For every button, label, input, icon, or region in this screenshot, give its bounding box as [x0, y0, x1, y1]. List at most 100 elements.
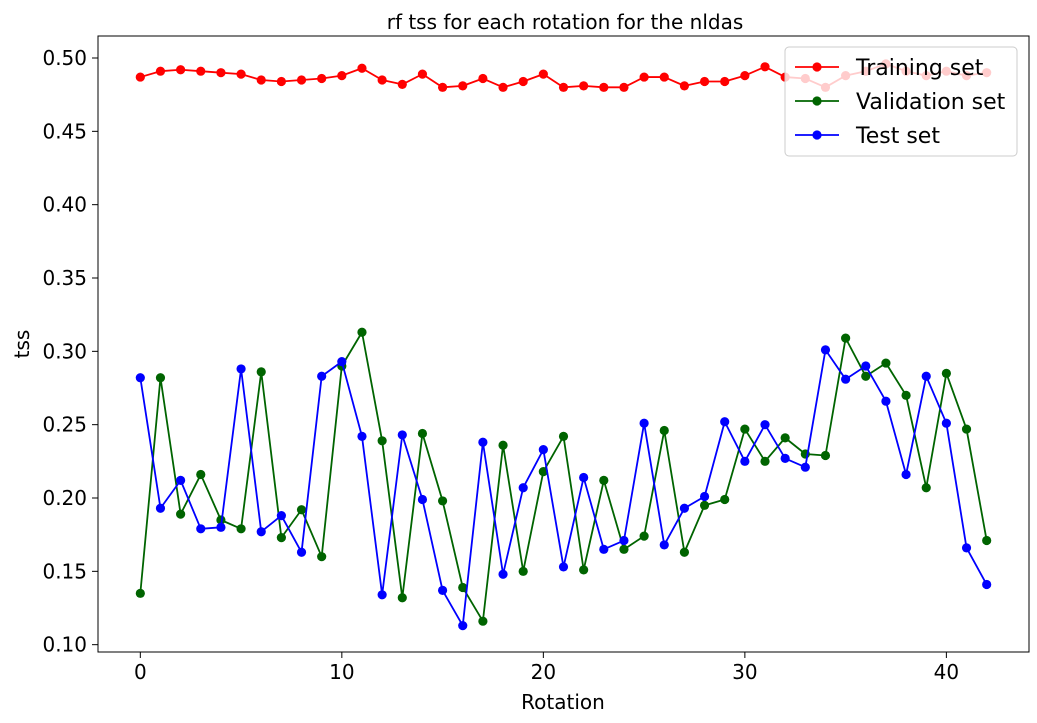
y-tick-label: 0.45 — [42, 119, 87, 143]
data-point-training-set — [498, 82, 508, 92]
series-test-set — [135, 345, 992, 631]
data-point-test-set — [800, 462, 810, 472]
data-point-validation-set — [458, 582, 468, 593]
data-point-training-set — [558, 82, 569, 92]
data-point-validation-set — [679, 547, 690, 557]
x-tick-label: 0 — [134, 660, 147, 684]
data-point-training-set — [699, 76, 710, 87]
data-point-validation-set — [619, 544, 629, 554]
data-point-validation-set — [155, 373, 166, 383]
data-point-training-set — [518, 76, 528, 87]
data-point-training-set — [196, 66, 206, 76]
data-point-validation-set — [861, 371, 871, 381]
data-point-training-set — [538, 69, 548, 79]
data-point-validation-set — [397, 593, 407, 603]
data-point-test-set — [498, 569, 508, 579]
data-point-validation-set — [599, 475, 609, 485]
data-point-test-set — [780, 453, 790, 463]
x-axis: 0 10 20 30 40 — [134, 652, 959, 684]
legend-box — [784, 46, 1018, 157]
legend-marker-test-set — [812, 130, 822, 140]
series-line-validation-set — [139, 331, 988, 623]
data-point-test-set — [921, 371, 931, 381]
data-point-validation-set — [377, 436, 387, 446]
data-point-validation-set — [437, 496, 448, 506]
legend-entry-training-set: Training set — [795, 56, 984, 81]
data-point-test-set — [679, 503, 690, 513]
y-tick-label: 0.10 — [42, 633, 87, 657]
x-axis-label: Rotation — [521, 690, 605, 714]
data-point-test-set — [518, 483, 528, 493]
chart-title: rf tss for each rotation for the nldas — [387, 10, 744, 34]
data-point-training-set — [599, 82, 609, 92]
data-point-validation-set — [841, 333, 851, 343]
data-point-training-set — [579, 81, 589, 91]
data-point-validation-set — [579, 565, 589, 575]
data-point-test-set — [639, 418, 649, 428]
data-point-test-set — [216, 522, 226, 532]
legend-label-validation-set: Validation set — [856, 90, 1006, 115]
legend-marker-training-set — [812, 62, 822, 72]
data-point-training-set — [317, 73, 327, 84]
data-point-test-set — [881, 396, 891, 406]
data-point-test-set — [337, 357, 347, 367]
data-point-validation-set — [216, 515, 226, 525]
data-point-training-set — [619, 82, 629, 92]
data-point-training-set — [740, 71, 750, 81]
data-point-training-set — [216, 68, 226, 78]
data-point-training-set — [437, 82, 448, 92]
data-point-test-set — [538, 445, 548, 455]
data-point-validation-set — [558, 431, 569, 441]
data-point-test-set — [699, 491, 710, 502]
data-point-training-set — [337, 71, 347, 81]
data-point-test-set — [740, 456, 750, 466]
data-point-test-set — [599, 544, 609, 554]
legend: Training set Validation set Test set — [784, 46, 1018, 157]
data-point-training-set — [276, 76, 286, 87]
legend-entry-test-set: Test set — [795, 124, 940, 149]
data-point-training-set — [458, 81, 468, 91]
data-point-validation-set — [357, 327, 367, 337]
data-point-validation-set — [659, 425, 669, 436]
y-axis: 0.10 0.15 0.20 0.25 0.30 0.35 0.40 0.45 0.50 — [42, 46, 98, 657]
data-point-validation-set — [538, 467, 548, 477]
y-tick-label: 0.35 — [42, 266, 87, 290]
legend-label-test-set: Test set — [855, 124, 940, 149]
data-point-test-set — [982, 579, 992, 590]
x-tick-label: 20 — [531, 660, 556, 684]
data-point-test-set — [236, 364, 246, 374]
data-point-validation-set — [941, 368, 951, 378]
data-point-training-set — [236, 69, 246, 79]
data-point-validation-set — [478, 616, 488, 626]
data-point-training-set — [377, 75, 387, 85]
data-point-test-set — [458, 621, 468, 631]
data-point-test-set — [760, 420, 770, 430]
data-point-test-set — [720, 417, 730, 427]
data-point-validation-set — [699, 500, 710, 510]
plot-frame — [97, 35, 1030, 653]
data-point-validation-set — [196, 469, 206, 480]
data-point-test-set — [135, 373, 145, 383]
data-point-training-set — [135, 72, 145, 82]
data-point-validation-set — [982, 535, 992, 546]
y-tick-label: 0.15 — [42, 559, 87, 583]
y-tick-label: 0.30 — [42, 339, 87, 363]
x-tick-label: 10 — [329, 660, 354, 684]
data-point-training-set — [155, 66, 166, 76]
data-point-validation-set — [236, 524, 246, 534]
data-point-test-set — [558, 562, 569, 572]
data-point-test-set — [961, 543, 972, 553]
data-point-validation-set — [760, 456, 770, 466]
data-point-validation-set — [780, 433, 790, 443]
data-point-training-set — [639, 72, 649, 82]
data-point-training-set — [176, 65, 186, 75]
data-point-training-set — [397, 79, 407, 89]
data-point-validation-set — [901, 390, 911, 400]
data-point-validation-set — [176, 509, 186, 519]
y-tick-label: 0.20 — [42, 486, 87, 510]
data-point-validation-set — [498, 440, 508, 450]
data-point-test-set — [861, 361, 871, 371]
x-tick-label: 40 — [934, 660, 959, 684]
data-point-validation-set — [317, 552, 327, 562]
x-tick-label: 30 — [732, 660, 757, 684]
